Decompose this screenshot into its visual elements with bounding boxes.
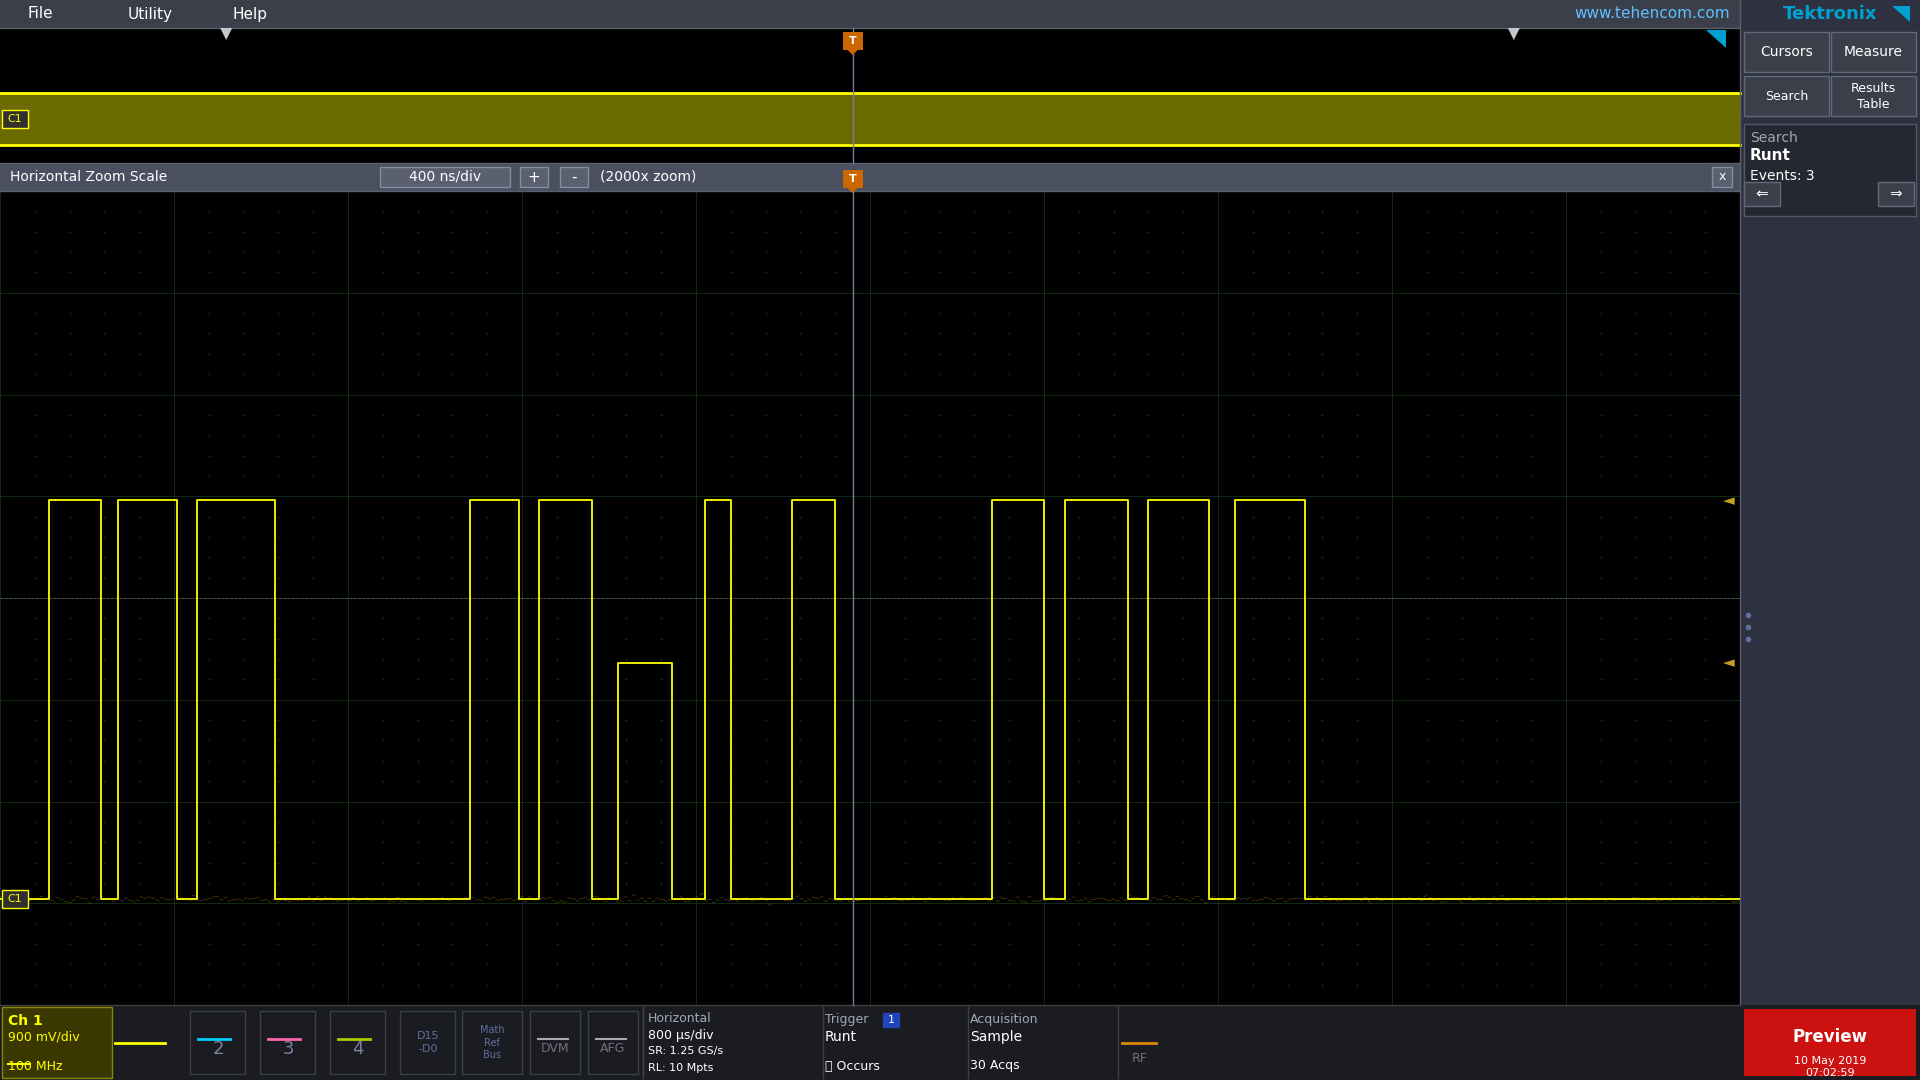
Text: Measure: Measure xyxy=(1843,45,1903,59)
Bar xyxy=(330,1011,386,1074)
Text: www.tehencom.com: www.tehencom.com xyxy=(1574,6,1730,22)
Text: 10 May 2019: 10 May 2019 xyxy=(1793,1055,1866,1066)
Text: ⇒: ⇒ xyxy=(1889,187,1903,202)
Text: T: T xyxy=(849,36,856,46)
Bar xyxy=(883,1013,899,1027)
Bar xyxy=(1743,1009,1916,1076)
Bar xyxy=(1832,32,1916,72)
Bar xyxy=(380,167,511,187)
Bar xyxy=(588,1011,637,1074)
Bar xyxy=(1743,32,1830,72)
Text: Horizontal Zoom Scale: Horizontal Zoom Scale xyxy=(10,170,167,184)
Text: ◄: ◄ xyxy=(1724,492,1736,508)
Text: 4: 4 xyxy=(351,1039,363,1057)
Text: 400 ns/div: 400 ns/div xyxy=(409,170,482,184)
Bar xyxy=(0,28,1740,163)
Bar xyxy=(190,1011,246,1074)
Polygon shape xyxy=(1507,28,1521,40)
Bar xyxy=(1713,167,1732,187)
Bar xyxy=(1878,183,1914,206)
Text: +: + xyxy=(528,170,540,185)
Bar xyxy=(463,1011,522,1074)
Polygon shape xyxy=(1707,30,1726,48)
Text: ◄: ◄ xyxy=(1724,656,1736,671)
Text: File: File xyxy=(27,6,54,22)
Text: 3: 3 xyxy=(282,1039,294,1057)
Polygon shape xyxy=(847,50,858,55)
Text: Utility: Utility xyxy=(127,6,173,22)
Text: Trigger: Trigger xyxy=(826,1013,868,1026)
Bar xyxy=(1743,124,1916,216)
Text: (2000x zoom): (2000x zoom) xyxy=(599,170,697,184)
Bar xyxy=(2,890,29,908)
Bar xyxy=(0,1005,1920,1080)
Bar xyxy=(561,167,588,187)
Text: Acquisition: Acquisition xyxy=(970,1013,1039,1026)
Text: Ch 1: Ch 1 xyxy=(8,1014,42,1028)
Bar xyxy=(1743,183,1780,206)
Text: SR: 1.25 GS/s: SR: 1.25 GS/s xyxy=(649,1047,724,1056)
Text: Horizontal: Horizontal xyxy=(649,1013,712,1026)
Text: Sample: Sample xyxy=(970,1030,1021,1044)
Text: T: T xyxy=(849,174,856,184)
Text: ⎼ Occurs: ⎼ Occurs xyxy=(826,1059,879,1072)
Bar xyxy=(2,110,29,129)
Text: Tektronix: Tektronix xyxy=(1784,5,1878,23)
Text: AFG: AFG xyxy=(601,1042,626,1055)
Text: 2: 2 xyxy=(213,1039,225,1057)
Text: C1: C1 xyxy=(8,894,23,904)
Text: Runt: Runt xyxy=(1749,148,1791,163)
Text: D15
-D0: D15 -D0 xyxy=(417,1031,440,1054)
Bar xyxy=(1740,0,1920,1005)
Text: Cursors: Cursors xyxy=(1761,45,1812,59)
Polygon shape xyxy=(847,188,858,193)
Text: RF: RF xyxy=(1133,1052,1148,1065)
Text: Help: Help xyxy=(232,6,267,22)
Text: Events: 3: Events: 3 xyxy=(1749,168,1814,183)
Bar xyxy=(530,1011,580,1074)
Polygon shape xyxy=(221,28,232,40)
Text: Search: Search xyxy=(1764,90,1809,103)
Polygon shape xyxy=(1891,6,1910,22)
Text: RL: 10 Mpts: RL: 10 Mpts xyxy=(649,1063,714,1074)
Text: Math
Ref
Bus: Math Ref Bus xyxy=(480,1025,505,1059)
Text: -: - xyxy=(572,170,576,185)
Bar xyxy=(1743,76,1830,116)
Bar xyxy=(843,32,862,50)
Text: C1: C1 xyxy=(8,114,23,124)
Bar xyxy=(520,167,547,187)
Text: Runt: Runt xyxy=(826,1030,856,1044)
Text: x: x xyxy=(1718,171,1726,184)
Bar xyxy=(0,163,1740,191)
Text: ⇐: ⇐ xyxy=(1755,187,1768,202)
Text: Results
Table: Results Table xyxy=(1851,81,1897,110)
Bar xyxy=(843,170,862,188)
Bar xyxy=(0,93,1740,145)
Text: Preview: Preview xyxy=(1793,1028,1868,1047)
Text: Search: Search xyxy=(1749,131,1797,145)
Text: 30 Acqs: 30 Acqs xyxy=(970,1059,1020,1072)
Bar xyxy=(0,0,1920,28)
Bar xyxy=(2,1007,111,1078)
Bar xyxy=(259,1011,315,1074)
Text: 1: 1 xyxy=(887,1015,895,1025)
Bar xyxy=(399,1011,455,1074)
Text: 900 mV/div: 900 mV/div xyxy=(8,1030,79,1043)
Text: 800 μs/div: 800 μs/div xyxy=(649,1028,714,1041)
Text: 07:02:59: 07:02:59 xyxy=(1805,1067,1855,1078)
Text: 100 MHz: 100 MHz xyxy=(8,1059,63,1072)
Bar xyxy=(1832,76,1916,116)
Text: DVM: DVM xyxy=(541,1042,570,1055)
